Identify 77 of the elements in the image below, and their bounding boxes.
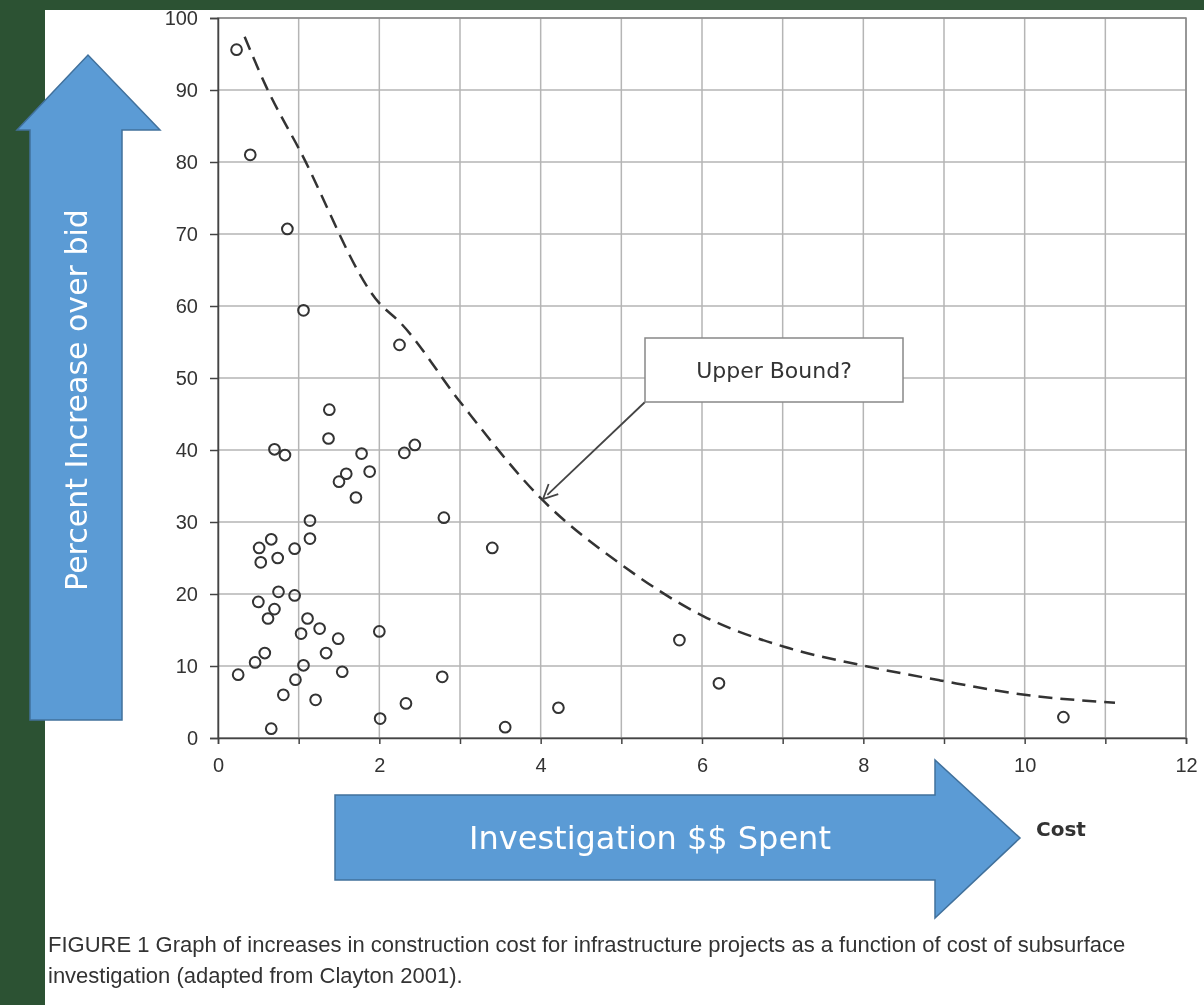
point	[339, 467, 353, 481]
y-tick-label: 100	[164, 6, 198, 29]
y-tick-label: 0	[186, 726, 198, 749]
point	[264, 532, 278, 546]
y-tick-label: 10	[175, 654, 198, 677]
point	[322, 403, 336, 417]
y-tick-label: 30	[175, 510, 198, 533]
point	[552, 701, 565, 715]
annotation: Upper Bound?	[696, 358, 852, 383]
y-tick-label: 90	[175, 78, 198, 101]
point	[230, 43, 243, 57]
point	[268, 602, 281, 616]
point	[271, 551, 285, 565]
point	[301, 612, 314, 625]
point	[272, 585, 285, 599]
x-tick-label: 10	[1014, 754, 1037, 777]
x-axis-title: Investigation $$ Spent	[469, 819, 831, 857]
point	[303, 532, 317, 545]
point	[254, 555, 268, 569]
y-tick-label: 50	[175, 366, 198, 389]
point	[355, 447, 368, 460]
point	[332, 475, 346, 489]
point	[294, 627, 308, 640]
point	[331, 632, 345, 645]
point	[248, 656, 262, 669]
point	[309, 693, 322, 707]
point	[393, 338, 406, 352]
x-tick-label: 6	[696, 754, 709, 777]
point	[399, 697, 413, 710]
point	[1057, 710, 1070, 724]
x-tick-label: 8	[858, 754, 870, 777]
x-tick-label: 12	[1175, 754, 1198, 777]
point	[281, 222, 294, 236]
y-tick-label: 80	[175, 150, 198, 173]
point	[303, 514, 317, 527]
point	[288, 542, 301, 555]
point	[313, 622, 326, 635]
point	[268, 442, 281, 456]
y-tick-label: 70	[175, 222, 198, 245]
point	[397, 446, 411, 460]
point	[297, 658, 310, 672]
point	[288, 589, 301, 602]
point	[437, 511, 451, 525]
point	[319, 646, 333, 660]
point	[322, 432, 335, 445]
x-tick-label: 4	[535, 754, 547, 777]
x-tick-label: 0	[212, 754, 225, 777]
point	[278, 448, 292, 462]
point	[261, 612, 275, 625]
y-tick-label: 60	[175, 294, 198, 317]
point	[435, 670, 449, 684]
point	[498, 720, 512, 734]
point	[251, 595, 265, 609]
point	[373, 712, 387, 725]
y-tick-label: 40	[175, 438, 198, 461]
point	[485, 541, 499, 555]
line-series	[243, 35, 1117, 704]
point	[335, 665, 349, 679]
point	[276, 688, 290, 702]
y-axis-title: Percent Increase over bid	[59, 209, 94, 591]
point	[243, 148, 257, 162]
point	[289, 673, 302, 687]
text: Cost	[1036, 817, 1087, 841]
point	[252, 541, 266, 555]
point	[408, 438, 422, 452]
y-tick-label: 20	[175, 582, 198, 605]
point	[231, 668, 245, 681]
point	[372, 625, 386, 638]
point	[712, 676, 726, 690]
x-tick-label: 2	[374, 754, 386, 777]
point	[673, 633, 686, 647]
caption: FIGURE 1 Graph of increases in construction cost for infrastructure projects as a function of cost of subsurface investigation (adapted from Clayton 2001).	[48, 932, 1126, 988]
point	[297, 303, 310, 317]
point	[258, 646, 272, 660]
point	[349, 491, 363, 504]
point	[264, 722, 278, 735]
point	[363, 465, 377, 478]
